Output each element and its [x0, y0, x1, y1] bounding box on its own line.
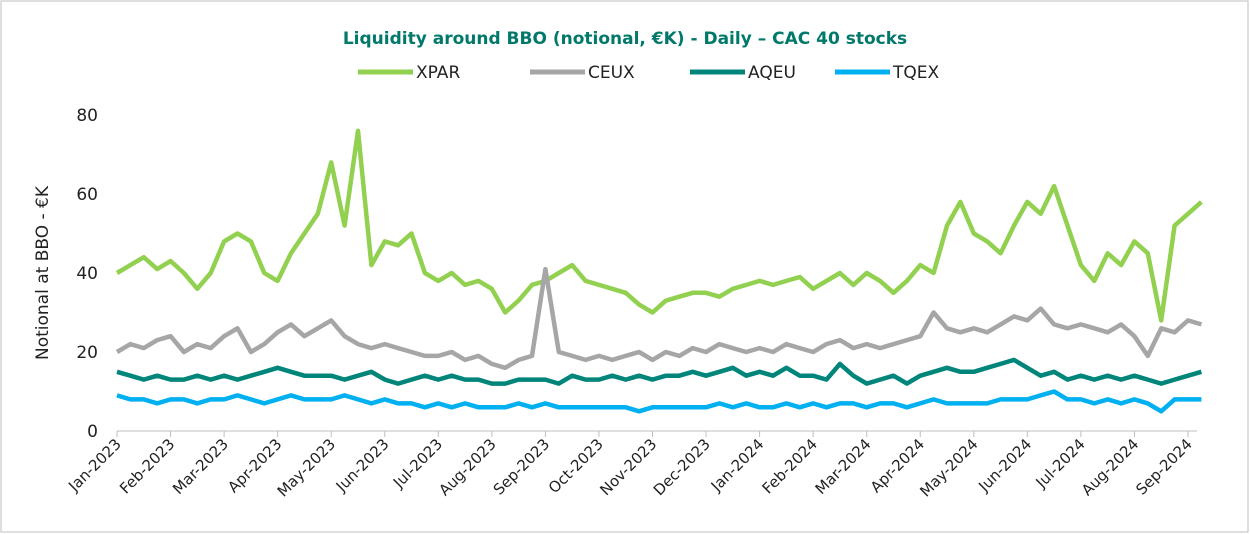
- legend-label: CEUX: [588, 63, 635, 83]
- y-axis-label: Notional at BBO - €K: [33, 185, 53, 360]
- legend-label: XPAR: [416, 63, 460, 83]
- y-tick-label: 20: [76, 343, 98, 363]
- y-tick-label: 40: [76, 264, 98, 284]
- series-line: [115, 128, 1203, 323]
- legend-label: TQEX: [892, 63, 940, 83]
- series-line: [115, 266, 1203, 371]
- y-tick-label: 80: [76, 106, 98, 126]
- series-line: [116, 357, 1203, 386]
- y-tick-label: 0: [87, 422, 98, 442]
- legend-label: AQEU: [748, 63, 796, 83]
- series-line: [116, 389, 1202, 414]
- chart-title: Liquidity around BBO (notional, €K) - Da…: [343, 29, 907, 49]
- y-tick-label: 60: [76, 185, 98, 205]
